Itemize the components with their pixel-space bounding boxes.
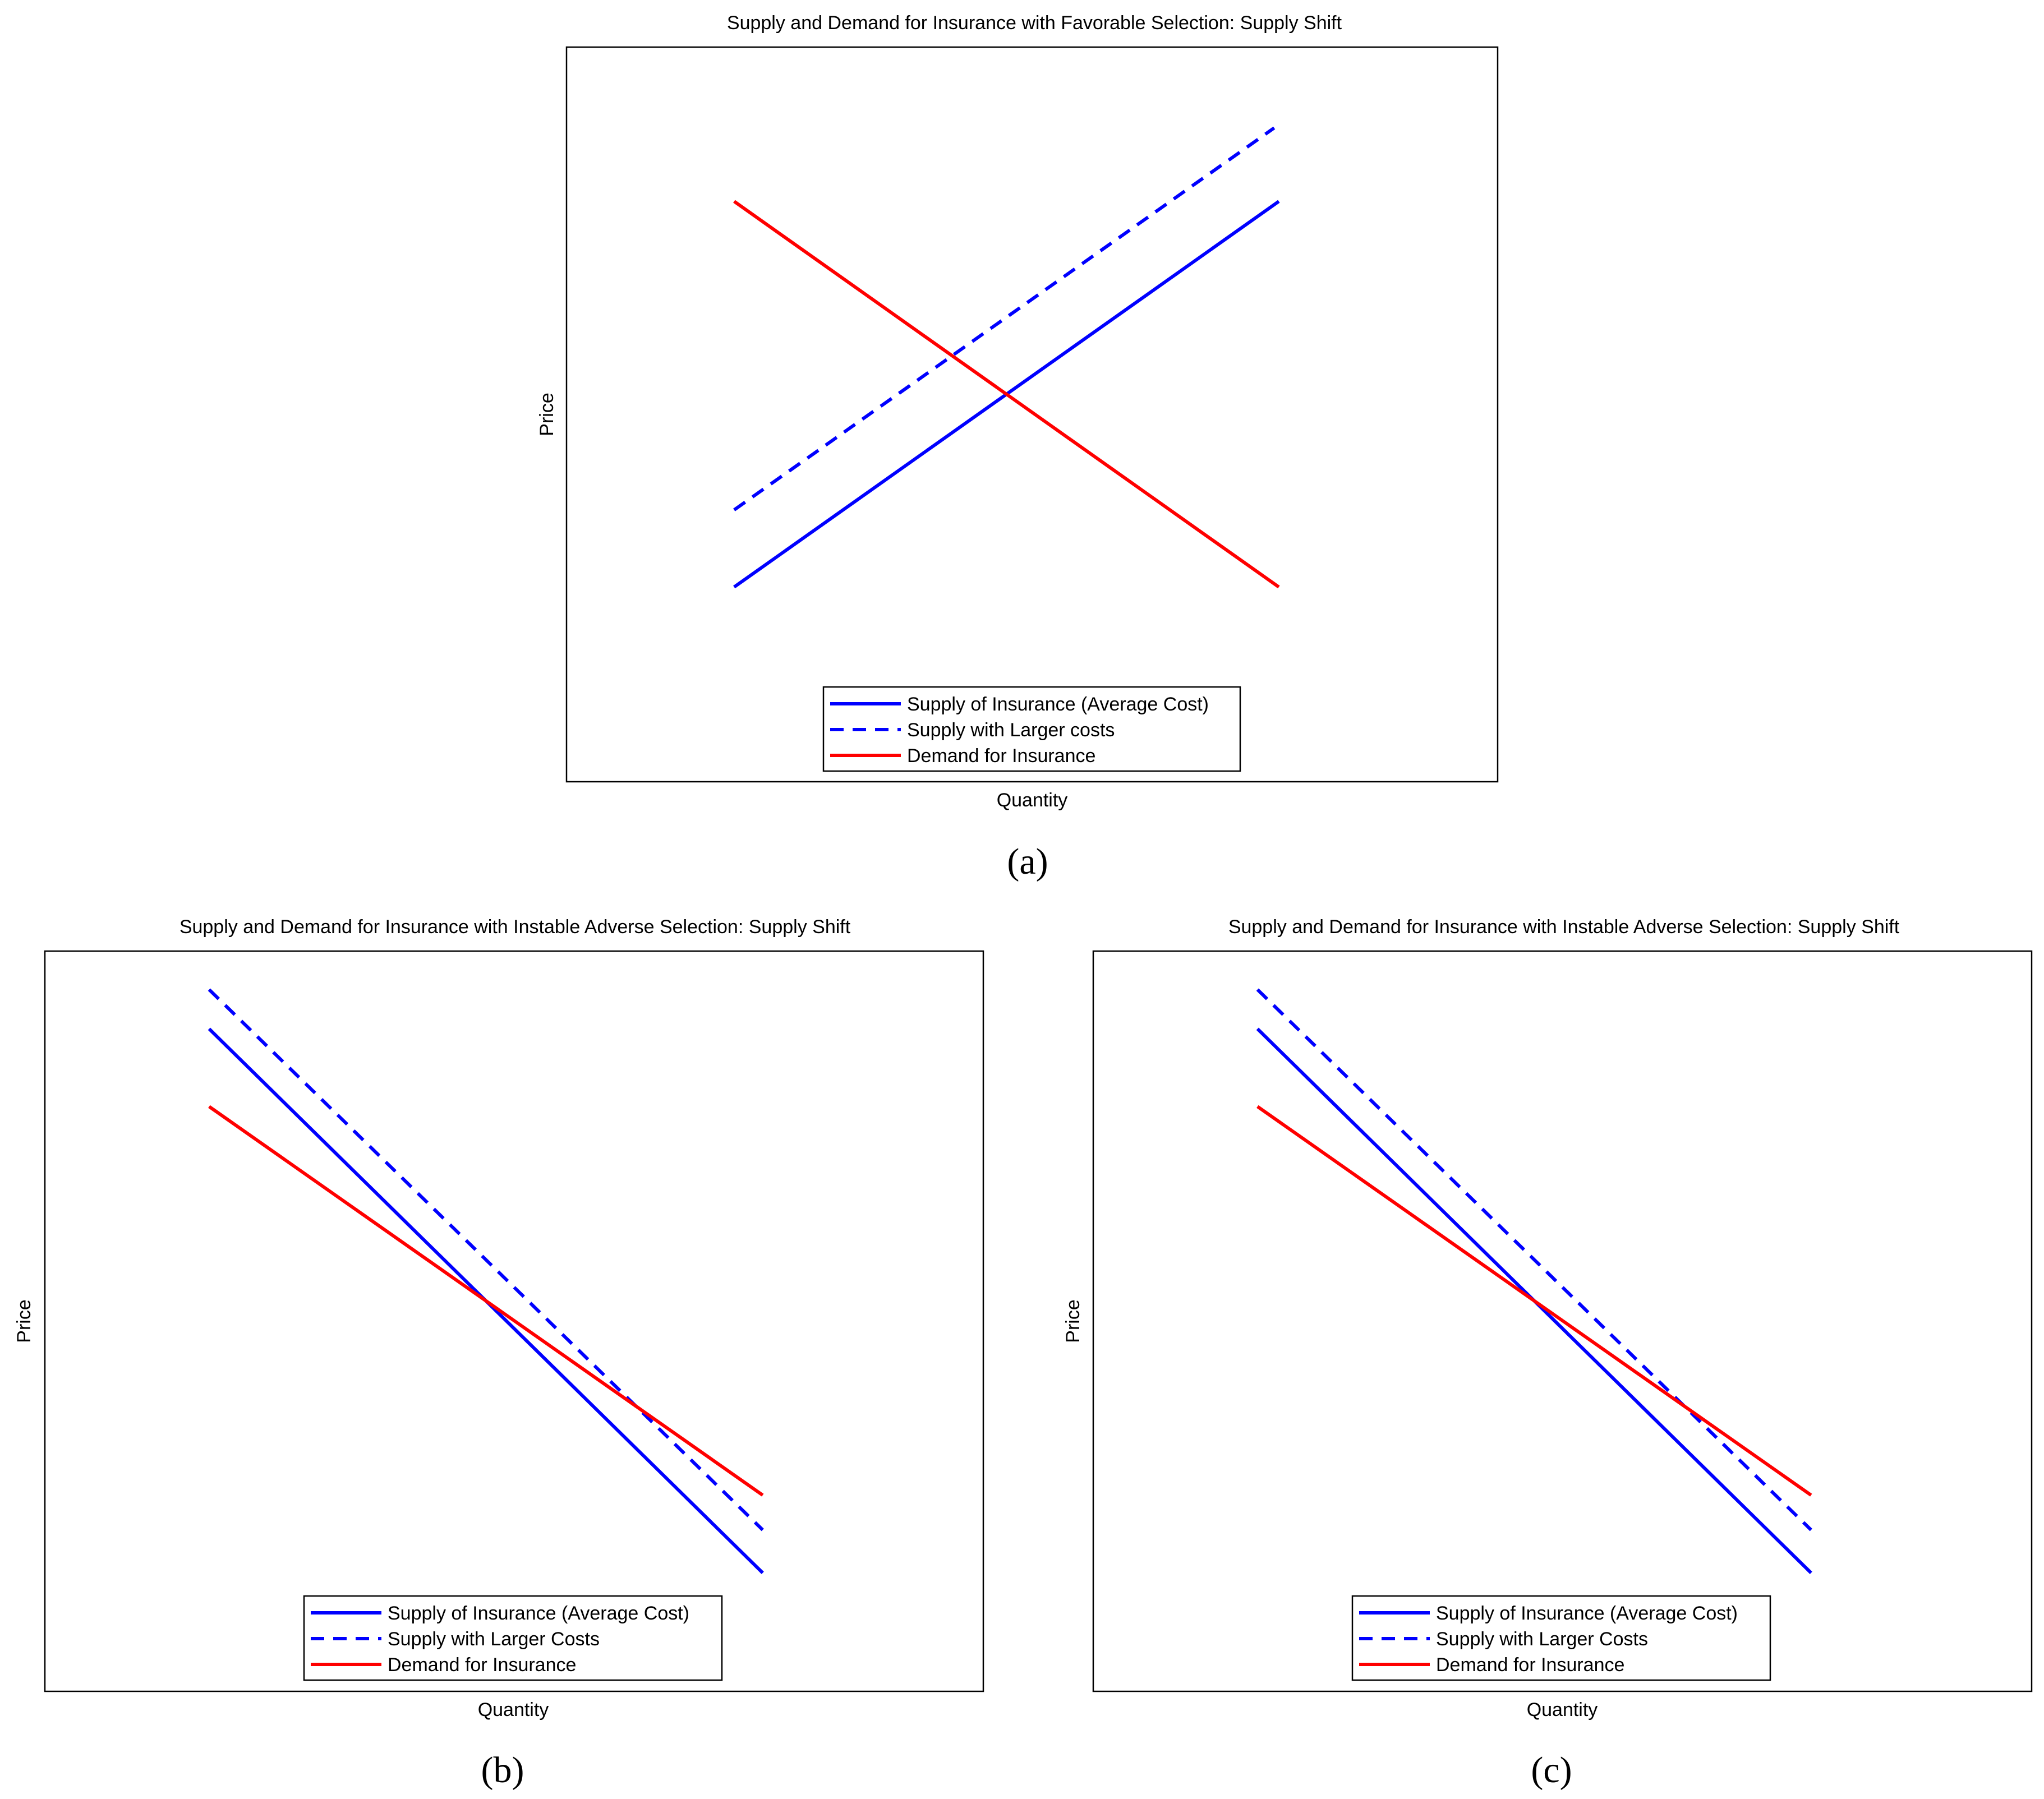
legend-label-supply-larger: Supply with Larger Costs <box>388 1629 600 1650</box>
series-line-supply-larger <box>1256 988 1812 1532</box>
y-axis-label: Price <box>13 1299 35 1343</box>
panel-caption: (c) <box>1531 1750 1572 1791</box>
x-axis-label: Quantity <box>1527 1699 1598 1720</box>
legend: Supply of Insurance (Average Cost) Suppl… <box>1351 1595 1771 1681</box>
panel-c: Supply and Demand for Insurance with Ins… <box>1062 916 2033 1791</box>
panel-caption: (a) <box>1007 841 1048 882</box>
y-axis-label: Price <box>536 393 558 436</box>
series-line-demand <box>208 1105 764 1497</box>
chart-title: Supply and Demand for Insurance with Ins… <box>1228 916 1900 938</box>
legend-label-supply-larger: Supply with Larger costs <box>907 719 1115 741</box>
chart-title: Supply and Demand for Insurance with Ins… <box>179 916 851 938</box>
legend-label-supply: Supply of Insurance (Average Cost) <box>1436 1603 1738 1624</box>
series-layer <box>1256 988 1812 1574</box>
series-line-supply-larger <box>208 988 764 1532</box>
panel-caption: (b) <box>481 1750 524 1791</box>
series-line-demand <box>1256 1105 1812 1497</box>
legend: Supply of Insurance (Average Cost) Suppl… <box>303 1595 723 1681</box>
legend-label-demand: Demand for Insurance <box>1436 1654 1624 1676</box>
series-layer <box>733 126 1280 589</box>
chart-title: Supply and Demand for Insurance with Fav… <box>727 12 1342 34</box>
x-axis-label: Quantity <box>478 1699 549 1720</box>
panel-a: Supply and Demand for Insurance with Fav… <box>536 12 1499 882</box>
legend: Supply of Insurance (Average Cost) Suppl… <box>822 686 1241 772</box>
y-axis-label: Price <box>1062 1299 1084 1343</box>
series-line-demand <box>733 200 1280 589</box>
legend-label-supply-larger: Supply with Larger Costs <box>1436 1629 1648 1650</box>
legend-label-demand: Demand for Insurance <box>907 745 1095 767</box>
legend-label-supply: Supply of Insurance (Average Cost) <box>388 1603 689 1624</box>
plot-frame <box>44 950 984 1692</box>
plot-frame <box>565 46 1499 783</box>
plot-frame <box>1092 950 2033 1692</box>
legend-label-demand: Demand for Insurance <box>388 1654 576 1676</box>
x-axis-label: Quantity <box>997 790 1068 811</box>
panel-b: Supply and Demand for Insurance with Ins… <box>13 916 984 1791</box>
series-line-supply-larger <box>733 126 1276 511</box>
series-layer <box>208 988 764 1574</box>
legend-label-supply: Supply of Insurance (Average Cost) <box>907 694 1209 715</box>
